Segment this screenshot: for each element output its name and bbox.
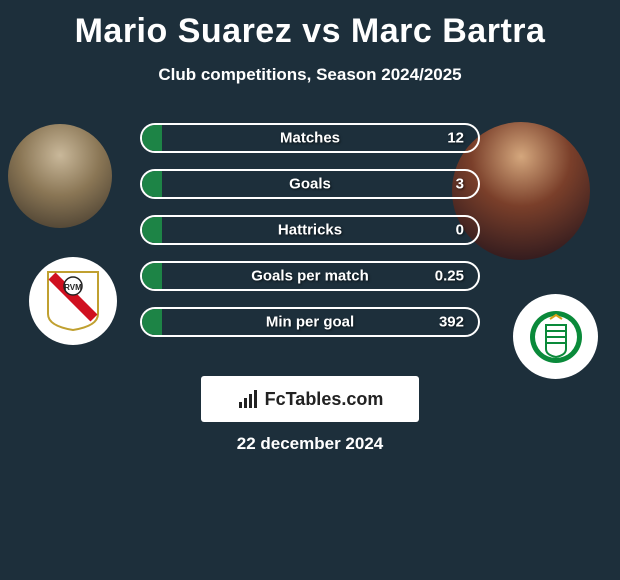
stat-fill <box>142 217 162 243</box>
stat-label: Goals <box>289 176 331 193</box>
logo-text: FcTables.com <box>265 389 384 410</box>
rayo-vallecano-icon: RVM <box>44 270 102 332</box>
club-right-badge <box>513 294 598 379</box>
real-betis-icon <box>528 309 584 365</box>
stat-fill <box>142 309 162 335</box>
stat-label: Hattricks <box>278 222 342 239</box>
stat-value: 392 <box>439 314 464 331</box>
svg-text:RVM: RVM <box>64 283 82 292</box>
stat-row-matches: Matches 12 <box>140 123 480 153</box>
source-logo: FcTables.com <box>201 376 419 422</box>
stat-value: 0.25 <box>435 268 464 285</box>
stat-value: 12 <box>447 130 464 147</box>
stat-row-goals-per-match: Goals per match 0.25 <box>140 261 480 291</box>
stat-row-min-per-goal: Min per goal 392 <box>140 307 480 337</box>
stats-container: Matches 12 Goals 3 Hattricks 0 Goals per… <box>140 123 480 353</box>
bar-chart-icon <box>237 388 259 410</box>
stat-row-goals: Goals 3 <box>140 169 480 199</box>
stat-label: Goals per match <box>251 268 369 285</box>
stat-fill <box>142 171 162 197</box>
stat-label: Matches <box>280 130 340 147</box>
player-left-avatar <box>8 124 112 228</box>
subtitle: Club competitions, Season 2024/2025 <box>0 65 620 85</box>
stat-label: Min per goal <box>266 314 354 331</box>
stat-fill <box>142 263 162 289</box>
club-left-badge: RVM <box>29 257 117 345</box>
stat-fill <box>142 125 162 151</box>
page-title: Mario Suarez vs Marc Bartra <box>0 0 620 51</box>
stat-value: 0 <box>456 222 464 239</box>
stat-row-hattricks: Hattricks 0 <box>140 215 480 245</box>
stat-value: 3 <box>456 176 464 193</box>
date-text: 22 december 2024 <box>237 434 384 454</box>
